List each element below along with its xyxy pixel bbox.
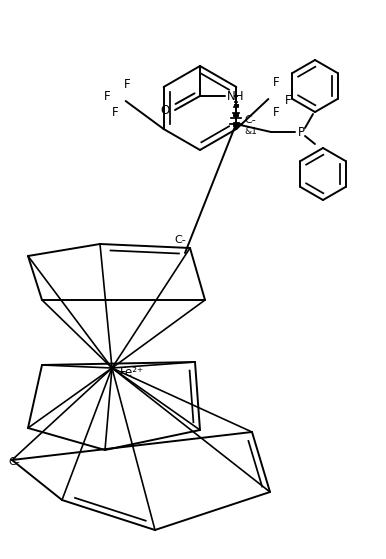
Text: F: F bbox=[104, 91, 111, 103]
Text: Fe²⁺: Fe²⁺ bbox=[120, 366, 144, 378]
Text: P: P bbox=[298, 126, 305, 139]
Text: &1: &1 bbox=[244, 127, 257, 136]
Text: O: O bbox=[160, 103, 169, 116]
Text: F: F bbox=[112, 107, 119, 120]
Text: C-: C- bbox=[244, 115, 256, 125]
Text: C-: C- bbox=[8, 457, 20, 467]
Text: F: F bbox=[273, 77, 280, 89]
Text: C-: C- bbox=[174, 235, 186, 245]
Text: NH: NH bbox=[227, 89, 245, 102]
Text: F: F bbox=[285, 94, 292, 107]
Text: F: F bbox=[124, 78, 131, 92]
Text: F: F bbox=[273, 107, 280, 120]
